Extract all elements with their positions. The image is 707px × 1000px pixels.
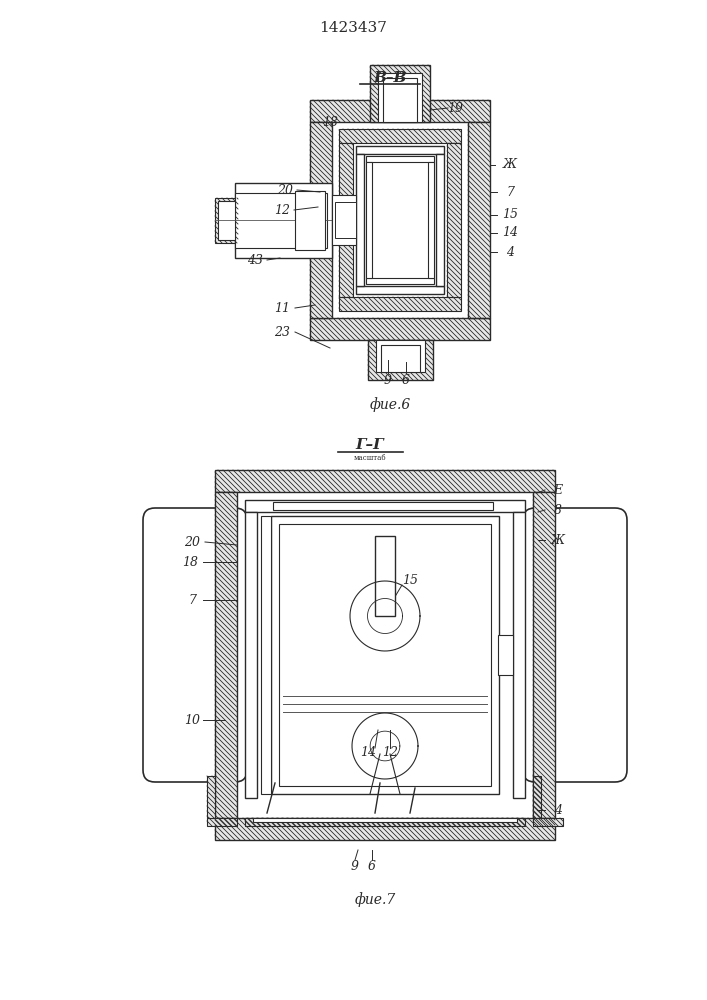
Text: 7: 7 bbox=[506, 186, 514, 198]
Bar bbox=[376, 340, 425, 372]
Bar bbox=[271, 516, 499, 794]
Bar bbox=[245, 512, 257, 798]
Bar bbox=[207, 818, 237, 826]
Bar bbox=[366, 278, 434, 284]
Text: 8: 8 bbox=[554, 504, 562, 516]
Text: 18: 18 bbox=[322, 115, 338, 128]
Text: фие.7: фие.7 bbox=[354, 893, 396, 907]
Bar bbox=[383, 78, 417, 122]
Bar bbox=[253, 818, 517, 822]
Text: 4: 4 bbox=[506, 245, 514, 258]
Bar bbox=[339, 143, 353, 297]
Text: 10: 10 bbox=[184, 714, 200, 726]
Bar bbox=[279, 524, 491, 786]
Bar bbox=[235, 183, 332, 258]
Text: Г–Г: Г–Г bbox=[356, 438, 385, 452]
Bar bbox=[428, 162, 434, 278]
Bar bbox=[310, 122, 332, 318]
Bar bbox=[215, 470, 555, 492]
Bar bbox=[332, 195, 356, 245]
Text: 15: 15 bbox=[402, 574, 418, 586]
Text: B–B: B–B bbox=[373, 71, 407, 85]
Text: фие.6: фие.6 bbox=[369, 398, 411, 412]
Bar bbox=[218, 201, 235, 240]
Bar bbox=[261, 516, 271, 794]
Bar bbox=[533, 818, 563, 826]
Text: 18: 18 bbox=[182, 556, 198, 568]
Bar bbox=[273, 502, 493, 510]
Text: 23: 23 bbox=[274, 326, 290, 338]
Text: 19: 19 bbox=[447, 102, 463, 114]
Bar bbox=[339, 297, 461, 311]
Bar bbox=[381, 345, 420, 372]
Text: 1423437: 1423437 bbox=[319, 21, 387, 35]
Text: Ж: Ж bbox=[551, 534, 565, 546]
Text: 20: 20 bbox=[277, 184, 293, 196]
Bar bbox=[215, 492, 237, 818]
Bar bbox=[513, 512, 525, 798]
Text: E: E bbox=[554, 484, 563, 496]
Bar bbox=[245, 500, 525, 512]
Text: 11: 11 bbox=[274, 302, 290, 314]
Bar bbox=[356, 286, 444, 294]
Bar bbox=[378, 73, 422, 122]
Text: 7: 7 bbox=[188, 593, 196, 606]
Bar bbox=[310, 318, 490, 340]
FancyBboxPatch shape bbox=[143, 508, 247, 782]
Text: 14: 14 bbox=[502, 227, 518, 239]
Text: 6: 6 bbox=[402, 373, 410, 386]
Text: 12: 12 bbox=[274, 204, 290, 217]
Bar bbox=[368, 340, 433, 380]
Bar bbox=[375, 536, 395, 616]
Text: 6: 6 bbox=[368, 859, 376, 872]
Text: 9: 9 bbox=[384, 373, 392, 386]
Bar bbox=[436, 154, 444, 286]
Bar bbox=[215, 818, 555, 840]
Bar bbox=[310, 100, 490, 122]
Bar bbox=[498, 635, 513, 675]
Bar bbox=[356, 146, 444, 154]
Text: 43: 43 bbox=[247, 253, 263, 266]
Bar bbox=[468, 122, 490, 318]
Bar bbox=[339, 129, 461, 143]
Bar bbox=[295, 191, 325, 250]
Bar bbox=[447, 143, 461, 297]
Text: масштаб: масштаб bbox=[354, 454, 386, 462]
Bar bbox=[215, 198, 238, 243]
Text: 20: 20 bbox=[184, 536, 200, 548]
Text: 15: 15 bbox=[502, 209, 518, 222]
Bar bbox=[207, 776, 215, 818]
FancyBboxPatch shape bbox=[523, 508, 627, 782]
Bar bbox=[245, 818, 525, 826]
Text: Ж: Ж bbox=[503, 158, 517, 172]
Bar bbox=[533, 776, 541, 818]
Bar bbox=[356, 154, 364, 286]
Bar bbox=[533, 492, 555, 818]
Bar bbox=[335, 202, 356, 238]
Bar bbox=[366, 162, 372, 278]
Text: 4: 4 bbox=[554, 804, 562, 816]
Text: 9: 9 bbox=[351, 859, 359, 872]
Text: 14: 14 bbox=[360, 746, 376, 758]
Bar bbox=[370, 65, 430, 122]
Bar bbox=[235, 193, 327, 248]
Text: 12: 12 bbox=[382, 746, 398, 758]
Bar bbox=[366, 156, 434, 162]
